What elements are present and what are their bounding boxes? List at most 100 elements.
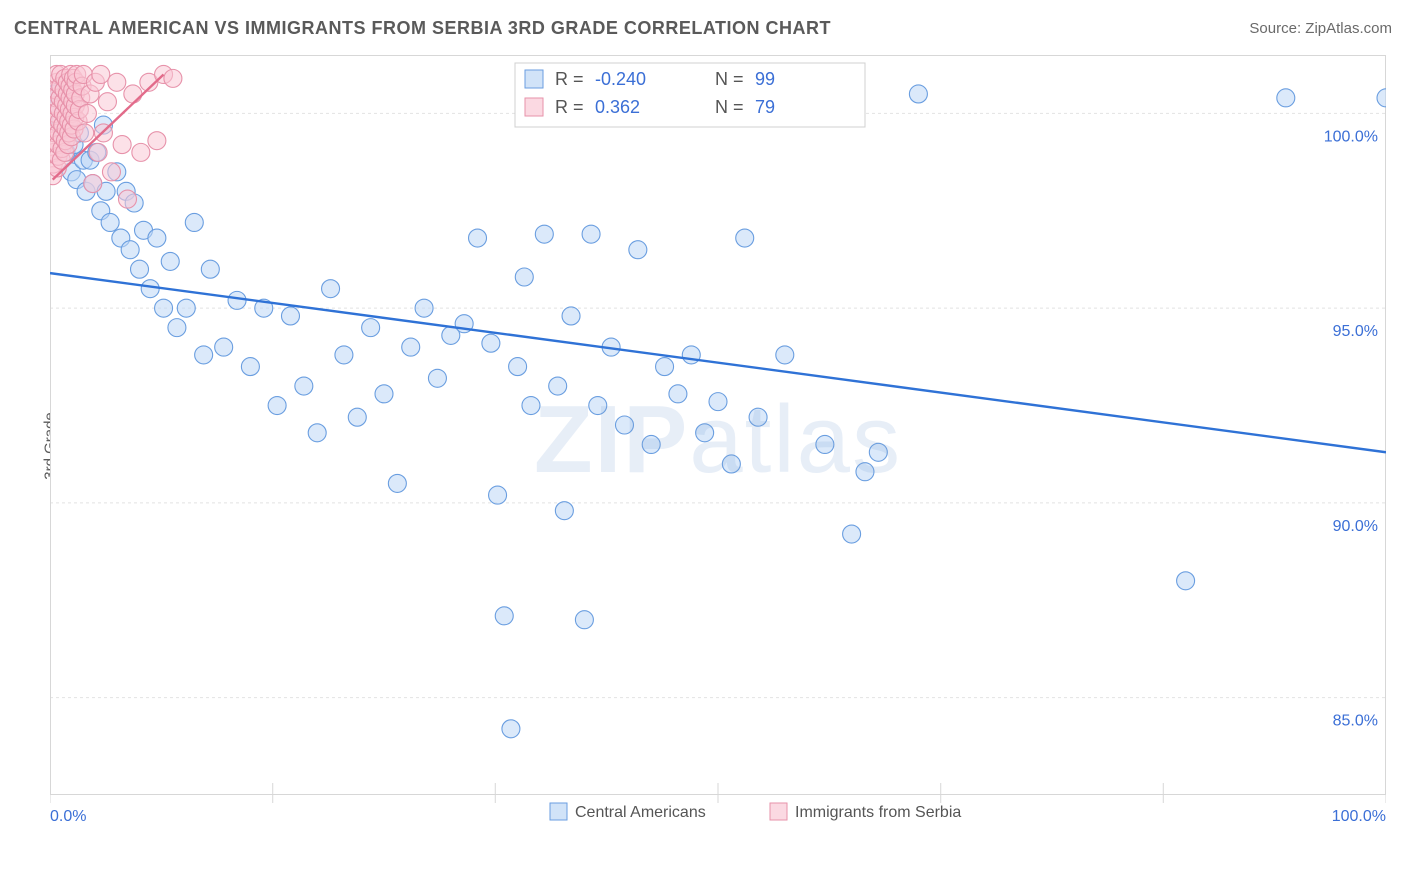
- scatter-point: [428, 369, 446, 387]
- svg-text:R =: R =: [555, 97, 584, 117]
- scatter-point: [108, 73, 126, 91]
- legend-swatch: [770, 803, 787, 820]
- scatter-point: [78, 104, 96, 122]
- scatter-point: [148, 132, 166, 150]
- scatter-point: [555, 502, 573, 520]
- scatter-point: [89, 143, 107, 161]
- legend-label: Immigrants from Serbia: [795, 804, 961, 821]
- scatter-point: [155, 299, 173, 317]
- scatter-point: [121, 241, 139, 259]
- scatter-point: [709, 393, 727, 411]
- svg-text:79: 79: [755, 97, 775, 117]
- scatter-point: [215, 338, 233, 356]
- scatter-point: [168, 319, 186, 337]
- source-link[interactable]: ZipAtlas.com: [1305, 20, 1392, 37]
- scatter-point: [736, 229, 754, 247]
- scatter-point: [148, 229, 166, 247]
- scatter-point: [308, 424, 326, 442]
- scatter-point: [776, 346, 794, 364]
- chart-title: CENTRAL AMERICAN VS IMMIGRANTS FROM SERB…: [14, 18, 831, 39]
- scatter-point: [281, 307, 299, 325]
- svg-text:0.0%: 0.0%: [50, 808, 86, 825]
- scatter-point: [696, 424, 714, 442]
- svg-text:R =: R =: [555, 69, 584, 89]
- scatter-point: [749, 408, 767, 426]
- scatter-point: [348, 408, 366, 426]
- svg-text:0.362: 0.362: [595, 97, 640, 117]
- scatter-point: [295, 377, 313, 395]
- scatter-point: [92, 65, 110, 83]
- scatter-point: [113, 136, 131, 154]
- svg-text:100.0%: 100.0%: [1324, 128, 1378, 145]
- scatter-point: [164, 69, 182, 87]
- scatter-point: [118, 190, 136, 208]
- scatter-point: [102, 163, 120, 181]
- scatter-point: [124, 85, 142, 103]
- scatter-point: [856, 463, 874, 481]
- chart-source: Source: ZipAtlas.com: [1249, 20, 1392, 37]
- scatter-point: [322, 280, 340, 298]
- scatter-point: [141, 280, 159, 298]
- scatter-point: [722, 455, 740, 473]
- scatter-point: [402, 338, 420, 356]
- svg-text:99: 99: [755, 69, 775, 89]
- scatter-point: [589, 397, 607, 415]
- legend-label: Central Americans: [575, 804, 706, 821]
- scatter-point: [185, 213, 203, 231]
- scatter-point: [98, 93, 116, 111]
- scatter-point: [268, 397, 286, 415]
- scatter-point: [562, 307, 580, 325]
- scatter-point: [177, 299, 195, 317]
- scatter-point: [495, 607, 513, 625]
- svg-text:N =: N =: [715, 97, 744, 117]
- scatter-point: [515, 268, 533, 286]
- scatter-point: [241, 358, 259, 376]
- scatter-point: [201, 260, 219, 278]
- scatter-point: [535, 225, 553, 243]
- scatter-point: [362, 319, 380, 337]
- scatter-point: [682, 346, 700, 364]
- scatter-point: [335, 346, 353, 364]
- scatter-point: [482, 334, 500, 352]
- scatter-point: [615, 416, 633, 434]
- scatter-point: [1177, 572, 1195, 590]
- scatter-point: [131, 260, 149, 278]
- scatter-point: [388, 474, 406, 492]
- svg-text:90.0%: 90.0%: [1333, 518, 1378, 535]
- scatter-point: [843, 525, 861, 543]
- scatter-point: [228, 291, 246, 309]
- scatter-point: [469, 229, 487, 247]
- scatter-point: [629, 241, 647, 259]
- scatter-point: [161, 252, 179, 270]
- scatter-point: [195, 346, 213, 364]
- legend-swatch: [550, 803, 567, 820]
- svg-text:95.0%: 95.0%: [1333, 323, 1378, 340]
- scatter-point: [101, 213, 119, 231]
- scatter-point: [575, 611, 593, 629]
- svg-text:85.0%: 85.0%: [1333, 713, 1378, 730]
- scatter-point: [549, 377, 567, 395]
- svg-text:100.0%: 100.0%: [1332, 808, 1386, 825]
- svg-text:-0.240: -0.240: [595, 69, 646, 89]
- scatter-point: [502, 720, 520, 738]
- scatter-point: [582, 225, 600, 243]
- scatter-point: [415, 299, 433, 317]
- scatter-point: [132, 143, 150, 161]
- scatter-point: [669, 385, 687, 403]
- scatter-point: [869, 443, 887, 461]
- scatter-point: [642, 435, 660, 453]
- scatter-point: [489, 486, 507, 504]
- scatter-point: [84, 175, 102, 193]
- scatter-chart: 85.0% 90.0% 95.0% 100.0% 0.0% 100.0% R = -0.240…: [50, 55, 1386, 855]
- scatter-point: [522, 397, 540, 415]
- scatter-point: [816, 435, 834, 453]
- scatter-point: [656, 358, 674, 376]
- scatter-point: [509, 358, 527, 376]
- source-prefix: Source:: [1249, 20, 1305, 37]
- chart-container: ZIPatlas 85.0%90.0%95.0%100.0%0.0%100.0%…: [50, 55, 1386, 825]
- scatter-point: [1277, 89, 1295, 107]
- scatter-point: [76, 124, 94, 142]
- scatter-point: [375, 385, 393, 403]
- scatter-point: [909, 85, 927, 103]
- svg-text:N =: N =: [715, 69, 744, 89]
